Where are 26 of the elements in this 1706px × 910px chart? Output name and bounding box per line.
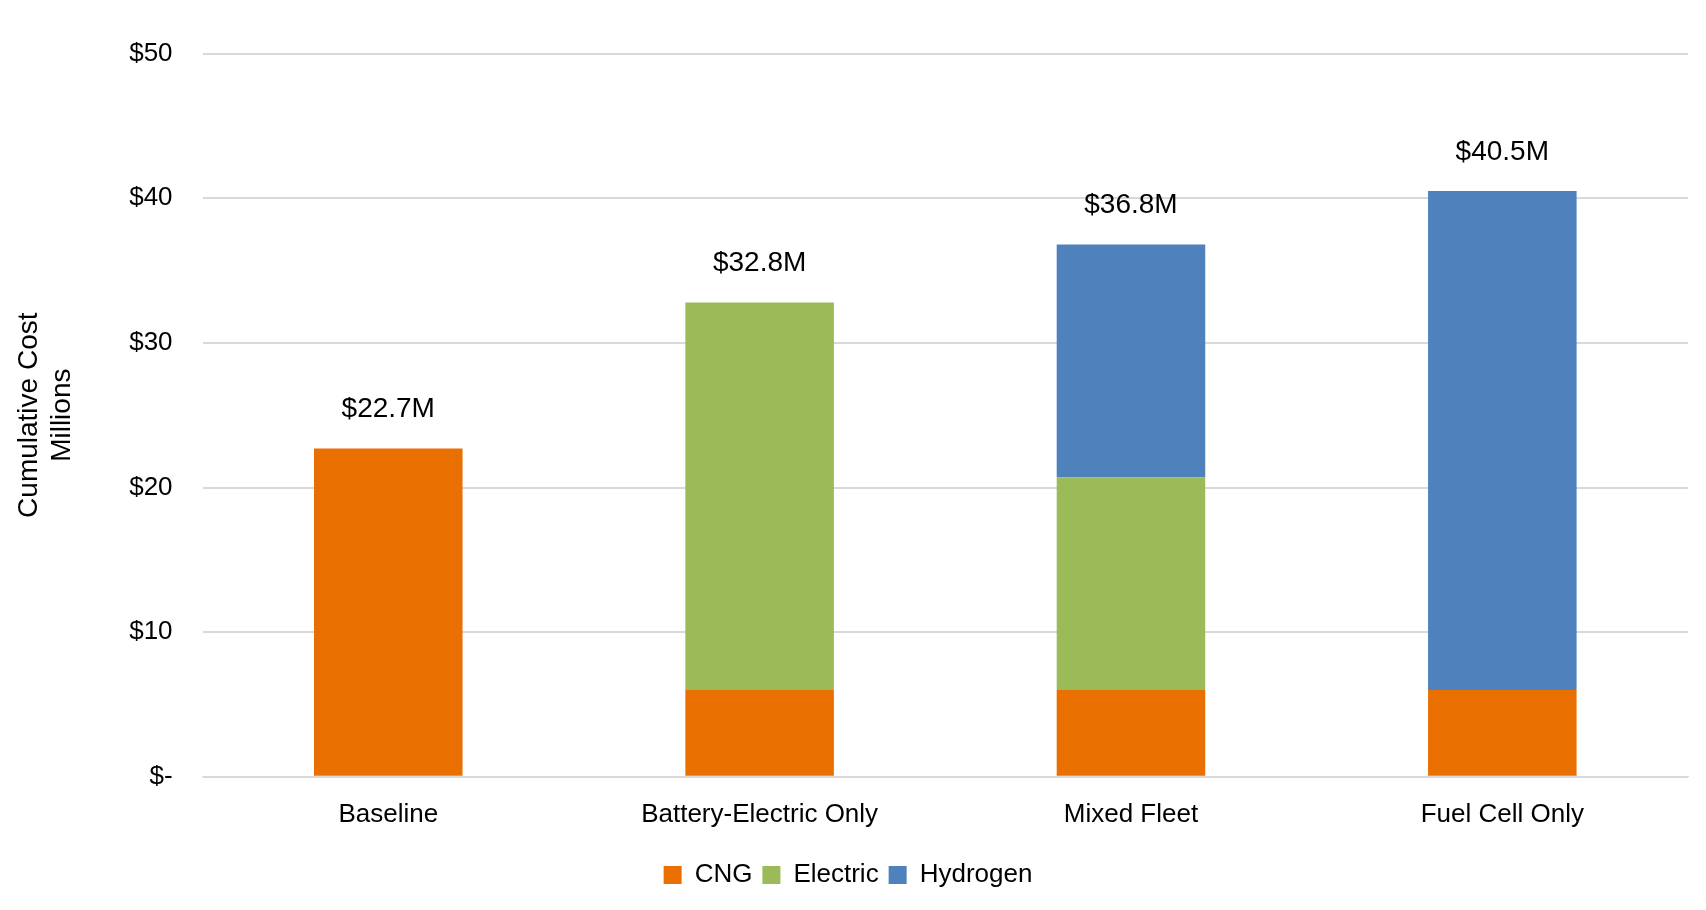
bar xyxy=(1056,690,1206,776)
total-label: $32.8M xyxy=(712,246,807,278)
x-tick-label: Fuel Cell Only xyxy=(1420,797,1584,828)
x-tick-label: Battery-Electric Only xyxy=(641,797,879,828)
x-tick-label: Baseline xyxy=(338,797,439,828)
legend-label: CNG xyxy=(694,858,753,889)
legend-label: Electric xyxy=(793,858,879,889)
bar xyxy=(685,302,834,691)
bar xyxy=(313,448,463,776)
y-tick-label: $30 xyxy=(129,326,173,357)
y-axis-title: Cumulative Cost Millions xyxy=(11,312,77,518)
bar xyxy=(685,690,834,776)
total-label: $36.8M xyxy=(1084,188,1178,220)
legend-label: Hydrogen xyxy=(919,858,1033,889)
bar xyxy=(1428,191,1577,691)
x-tick-label: Mixed Fleet xyxy=(1063,797,1199,828)
y-tick-label: $10 xyxy=(129,615,173,646)
y-tick-label: $50 xyxy=(129,36,173,67)
total-label: $22.7M xyxy=(341,392,435,424)
bar xyxy=(1428,690,1577,776)
y-tick-label: $- xyxy=(149,759,173,790)
total-label: $40.5M xyxy=(1455,134,1550,166)
bar xyxy=(1056,477,1206,691)
y-tick-label: $40 xyxy=(129,181,173,212)
bar xyxy=(1056,244,1206,478)
y-tick-label: $20 xyxy=(129,470,173,501)
